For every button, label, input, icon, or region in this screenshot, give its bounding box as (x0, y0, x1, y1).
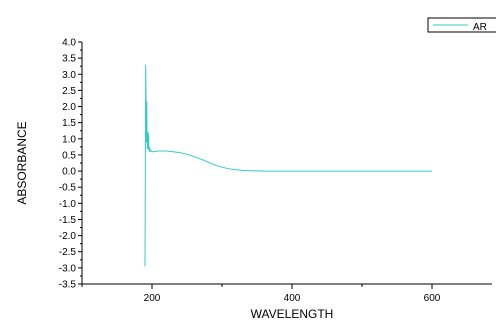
y-tick-label: -1.0 (59, 199, 77, 210)
y-tick-label: 1.0 (62, 134, 76, 145)
y-tick-label: -3.5 (59, 280, 77, 291)
y-tick-label: 3.0 (62, 70, 76, 81)
y-tick-label: -0.5 (59, 183, 77, 194)
y-tick-label: 1.5 (62, 118, 76, 129)
x-tick-label: 200 (144, 293, 161, 304)
plot-frame (81, 42, 492, 285)
series-layer (144, 64, 432, 267)
x-axis-label: WAVELENGTH (251, 307, 334, 321)
series-line-ar (144, 64, 432, 267)
y-tick-label: 0.5 (62, 150, 76, 161)
y-tick-label: -2.5 (59, 247, 77, 258)
y-tick-label: 3.5 (62, 54, 76, 65)
y-tick-label: 2.5 (62, 86, 76, 97)
y-tick-label: 2.0 (62, 102, 76, 113)
y-axis-ticks: -3.5 -3.0 -2.5 -2.0 -1.5 -1.0 -0.5 0.0 0.5 1.0 1.5… (59, 38, 82, 291)
x-tick-label: 600 (424, 293, 441, 304)
x-axis-ticks: 200 400 600 (81, 284, 441, 304)
y-tick-label: 4.0 (62, 38, 76, 49)
y-tick-label: -1.5 (59, 215, 77, 226)
legend-label-ar: AR (473, 22, 487, 33)
legend: AR (427, 17, 496, 33)
y-tick-label: -2.0 (59, 231, 77, 242)
y-tick-label: -3.0 (59, 263, 77, 274)
y-tick-label: 0.0 (62, 167, 76, 178)
y-axis-label: ABSORBANCE (15, 121, 29, 204)
x-tick-label: 400 (284, 293, 301, 304)
